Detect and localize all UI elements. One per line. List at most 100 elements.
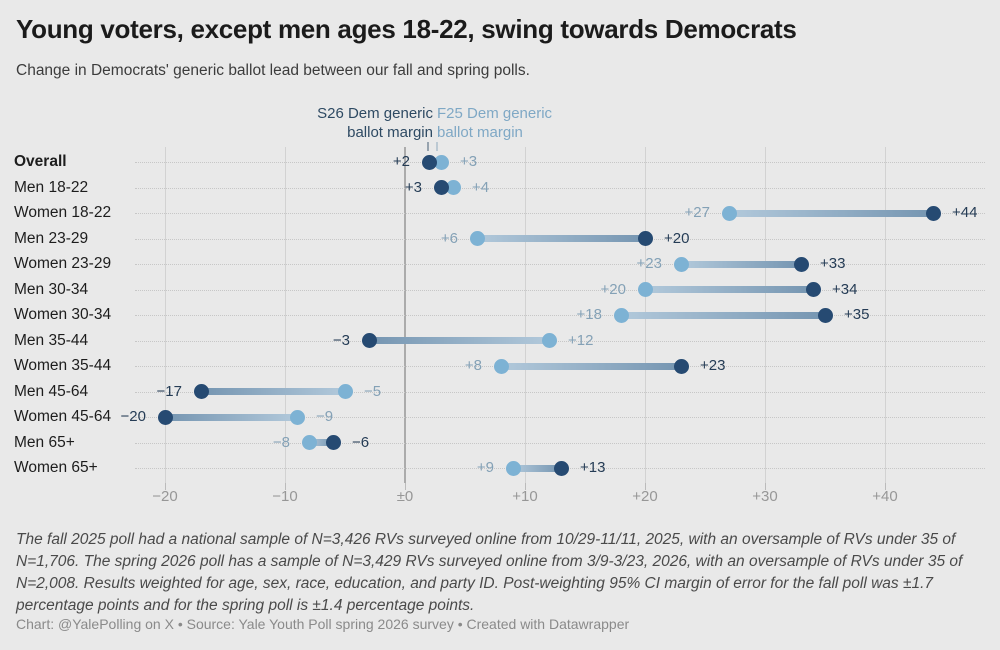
change-connector — [501, 362, 681, 370]
s26-dot — [673, 358, 689, 374]
axis-tick — [885, 483, 886, 490]
footnote: The fall 2025 poll had a national sample… — [16, 531, 963, 614]
f25-value-label: +4 — [472, 178, 490, 196]
axis-tick — [525, 483, 526, 490]
s26-value-label: +35 — [844, 306, 870, 323]
f25-value-label: −8 — [272, 433, 290, 451]
row-label: Women 23-29 — [14, 255, 112, 272]
f25-dot — [505, 460, 521, 476]
f25-dot — [469, 231, 485, 246]
axis-tick — [165, 483, 166, 490]
row-leader-line — [135, 187, 985, 189]
axis-tick — [405, 483, 406, 490]
row-leader-line — [135, 162, 985, 163]
x-tick-label: +30 — [752, 488, 778, 505]
change-connector — [621, 311, 825, 319]
f25-dot — [721, 205, 737, 221]
legend-label-s26-line1: S26 Dem generic — [317, 105, 433, 122]
change-connector — [729, 209, 933, 217]
legend-pointer-f25 — [436, 142, 438, 151]
s26-dot — [793, 256, 809, 272]
x-tick-label: −20 — [152, 488, 178, 505]
row-leader-line — [135, 289, 985, 291]
s26-value-label: −3 — [332, 331, 350, 349]
s26-dot — [637, 231, 653, 246]
x-tick-label: +40 — [872, 488, 898, 505]
change-connector — [513, 464, 561, 472]
s26-dot — [157, 409, 173, 425]
row-label: Men 45-64 — [14, 382, 89, 400]
chart-title: Young voters, except men ages 18-22, swi… — [16, 14, 797, 44]
change-connector — [681, 260, 801, 268]
s26-value-label: +13 — [580, 459, 606, 476]
f25-value-label: −5 — [364, 382, 382, 400]
s26-dot — [925, 205, 941, 221]
row-label: Women 18-22 — [14, 204, 112, 221]
change-connector — [201, 388, 345, 395]
legend-pointer-s26 — [427, 142, 429, 151]
x-tick-label: ±0 — [396, 488, 414, 505]
s26-value-label: +34 — [832, 280, 858, 298]
f25-value-label: +18 — [576, 306, 602, 323]
s26-value-label: −20 — [120, 408, 146, 425]
f25-dot — [301, 435, 317, 450]
chart-subtitle: Change in Democrats' generic ballot lead… — [16, 62, 530, 79]
legend-label-f25-line1: F25 Dem generic — [437, 105, 553, 122]
row-label: Women 35-44 — [14, 357, 112, 374]
s26-value-label: +23 — [700, 357, 726, 374]
f25-dot — [433, 154, 449, 170]
legend-label-f25: F25 Dem generic ballot margin — [437, 104, 587, 142]
s26-value-label: +3 — [404, 178, 422, 196]
f25-value-label: +23 — [636, 255, 662, 272]
x-tick-label: +20 — [632, 488, 658, 505]
f25-value-label: +27 — [684, 204, 710, 221]
f25-dot — [493, 358, 509, 374]
legend-label-s26-line2: ballot margin — [347, 124, 433, 141]
f25-value-label: +12 — [568, 331, 594, 349]
s26-value-label: +20 — [664, 229, 690, 247]
f25-value-label: +20 — [600, 280, 626, 298]
s26-value-label: −6 — [352, 433, 370, 451]
row-label: Men 23-29 — [14, 229, 89, 247]
legend-label-s26: S26 Dem generic ballot margin — [293, 104, 433, 142]
f25-dot — [337, 384, 353, 399]
f25-dot — [613, 307, 629, 323]
s26-dot — [325, 435, 341, 450]
f25-value-label: +8 — [464, 357, 482, 374]
change-connector — [477, 235, 645, 242]
f25-dot — [673, 256, 689, 272]
row-label: Women 45-64 — [14, 408, 112, 425]
f25-dot — [289, 409, 305, 425]
row-leader-line — [135, 417, 985, 418]
row-label: Men 30-34 — [14, 280, 89, 298]
x-tick-label: +10 — [512, 488, 538, 505]
s26-value-label: +33 — [820, 255, 846, 272]
s26-value-label: +2 — [392, 153, 410, 170]
s26-dot — [193, 384, 209, 399]
row-leader-line — [135, 391, 985, 393]
change-connector — [369, 337, 549, 344]
s26-dot — [361, 333, 377, 348]
f25-dot — [637, 282, 653, 297]
s26-value-label: −17 — [156, 382, 182, 400]
credit-line: Chart: @YalePolling on X • Source: Yale … — [16, 616, 630, 632]
s26-dot — [805, 282, 821, 297]
change-connector — [645, 286, 813, 293]
change-connector — [309, 439, 333, 446]
legend-label-f25-line2: ballot margin — [437, 124, 523, 141]
row-leader-line — [135, 340, 985, 342]
axis-tick — [645, 483, 646, 490]
f25-value-label: −9 — [316, 408, 334, 425]
f25-dot — [541, 333, 557, 348]
row-leader-line — [135, 315, 985, 316]
f25-value-label: +9 — [476, 459, 494, 476]
axis-tick — [765, 483, 766, 490]
s26-value-label: +44 — [952, 204, 978, 221]
f25-value-label: +3 — [460, 153, 478, 170]
f25-dot — [445, 180, 461, 195]
row-label: Overall — [14, 153, 67, 170]
axis-tick — [285, 483, 286, 490]
row-leader-line — [135, 442, 985, 444]
s26-dot — [817, 307, 833, 323]
